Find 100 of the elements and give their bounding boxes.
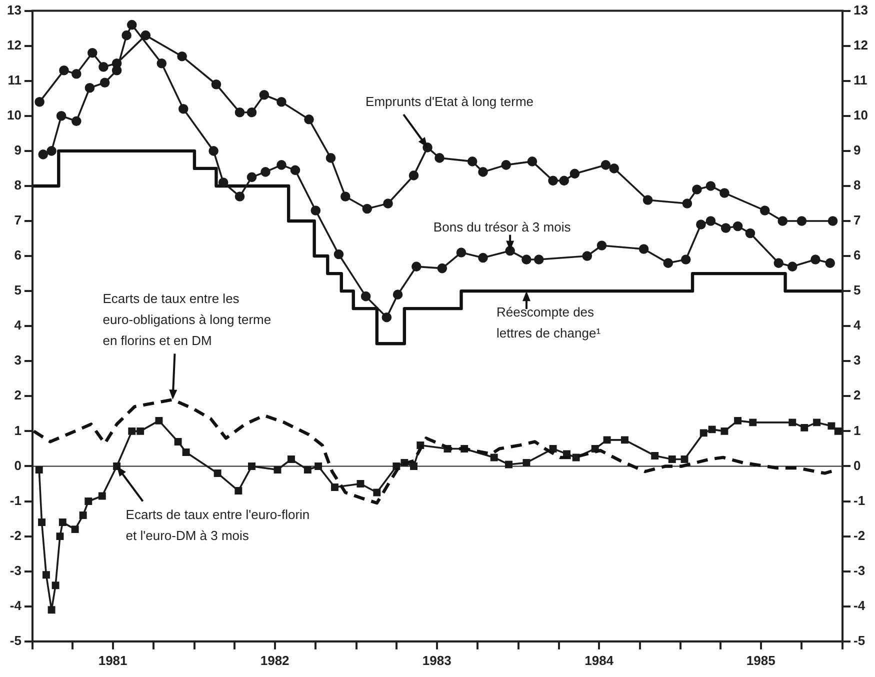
point [98,492,106,500]
point [774,258,784,268]
annotation: Ecarts de taux entre l'euro-florin et l'euro-DM à 3 mois [126,506,310,543]
point [456,248,466,258]
point [234,487,242,494]
point [52,582,60,590]
point [549,444,557,452]
point [58,518,66,526]
point [208,146,218,156]
y2-tick-label: 5 [854,282,861,298]
point [310,206,321,216]
y-tick-label: 10 [6,107,22,122]
point [259,90,270,100]
point [274,466,282,474]
y-tick-label: 6 [14,248,22,263]
point [570,168,580,179]
point [527,156,538,166]
point [35,466,43,474]
point [478,252,488,263]
x-tick-label: 1985 [746,652,776,668]
point [778,216,788,226]
point [38,150,48,160]
point [373,488,381,496]
point [362,204,372,214]
point [788,418,796,426]
annotation: Bons du trésor à 3 mois [433,219,572,234]
point [572,454,580,462]
point [48,606,56,614]
point [331,484,338,491]
point [56,111,66,121]
point [828,216,838,226]
point [720,223,731,233]
x-tick-label: 1983 [422,652,452,668]
point [828,422,836,430]
point [760,206,770,216]
point [668,456,676,463]
y-tick-label: 12 [6,37,22,52]
point [334,249,344,260]
point [505,460,512,468]
y2-tick-label: 8 [854,178,861,193]
point [248,462,256,470]
point [182,448,190,456]
y2-tick-label: -2 [854,528,866,543]
point [246,172,257,182]
point [174,438,182,446]
point [621,436,628,444]
point [218,178,228,188]
point [383,198,393,208]
point [720,188,730,198]
y2-tick-label: -4 [854,598,866,613]
point [682,198,692,208]
y-tick-label: -5 [10,632,22,648]
y-tick-label: 1 [14,422,22,438]
point [696,220,706,230]
point [260,167,270,177]
y2-tick-label: -3 [854,562,866,578]
point [84,82,95,93]
point [326,153,336,163]
point [834,427,842,435]
y2-tick-label: 3 [854,352,861,368]
y2-tick-label: -1 [854,492,866,508]
point [211,79,222,90]
point [437,263,448,274]
point [136,427,144,435]
point [408,170,419,180]
point [720,427,728,435]
point [600,160,611,170]
y2-tick-label: 2 [854,388,861,403]
y2-tick-label: 10 [854,107,868,122]
point [56,532,64,540]
point [732,221,743,232]
point [663,258,674,268]
point [490,454,498,462]
point [79,512,87,520]
point [559,176,569,186]
y2-tick-label: 6 [854,248,861,263]
point [522,459,530,466]
point [787,262,798,272]
point [71,526,79,534]
point [501,160,511,170]
y2-tick-label: 4 [854,318,862,333]
y2-tick-label: 11 [854,72,868,88]
y-tick-label: 5 [14,282,22,298]
point [596,240,607,250]
point [276,160,286,170]
point [825,258,836,268]
y-tick-label: 7 [14,212,22,228]
point [522,254,532,264]
point [314,462,322,470]
point [288,456,295,463]
y-tick-label: 9 [14,142,22,158]
point [234,192,245,202]
y-tick-label: -1 [10,492,22,508]
point [609,164,620,174]
annotation: Emprunts d'Etat à long terme [366,94,534,110]
point [642,195,653,205]
point [72,116,82,126]
x-tick-label: 1981 [98,652,128,668]
point [126,20,137,30]
point [113,462,121,470]
